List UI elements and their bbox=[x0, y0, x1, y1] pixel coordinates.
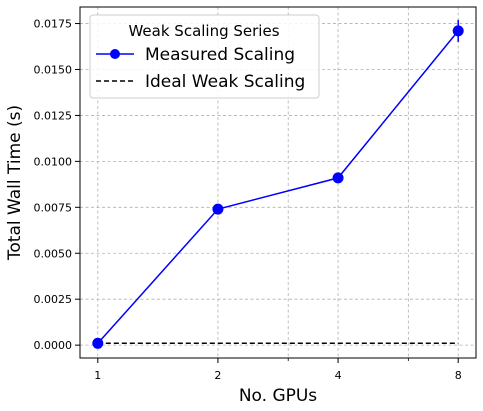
y-tick-label: 0.0175 bbox=[34, 18, 73, 31]
measured-scaling-line bbox=[97, 30, 459, 344]
y-tick-label: 0.0100 bbox=[34, 155, 73, 168]
x-tick-label: 1 bbox=[94, 369, 101, 382]
legend-box bbox=[89, 14, 320, 99]
y-tick-label: 0.0025 bbox=[34, 293, 73, 306]
y-tick-label: 0.0150 bbox=[34, 63, 73, 76]
legend-entry-measured-scaling: Measured Scaling bbox=[145, 45, 295, 65]
x-axis-label: No. GPUs bbox=[239, 386, 317, 406]
x-tick-label: 2 bbox=[214, 369, 221, 382]
y-tick-label: 0.0000 bbox=[34, 339, 73, 352]
grid-lines bbox=[80, 7, 476, 358]
legend-entry-ideal-weak-scaling: Ideal Weak Scaling bbox=[145, 72, 305, 92]
plot-frame bbox=[79, 6, 477, 359]
legend-swatch-measured-marker bbox=[110, 49, 120, 59]
x-tick-label: 8 bbox=[455, 369, 462, 382]
y-tick-label: 0.0075 bbox=[34, 201, 73, 214]
measured-point bbox=[452, 25, 464, 37]
y-axis-label: Total Wall Time (s) bbox=[5, 105, 25, 261]
y-tick-label: 0.0125 bbox=[34, 109, 73, 122]
legend: Weak Scaling Series Measured Scaling Ide… bbox=[89, 14, 320, 99]
measured-point bbox=[332, 172, 344, 184]
axes: 0.0000 0.0025 0.0050 0.0075 0.0100 0.0125 0.01… bbox=[34, 18, 462, 382]
plot-series bbox=[92, 19, 464, 349]
y-tick-label: 0.0050 bbox=[34, 247, 73, 260]
legend-title: Weak Scaling Series bbox=[128, 22, 279, 40]
measured-point bbox=[212, 203, 224, 215]
x-tick-label: 4 bbox=[335, 369, 342, 382]
measured-point bbox=[92, 337, 104, 349]
